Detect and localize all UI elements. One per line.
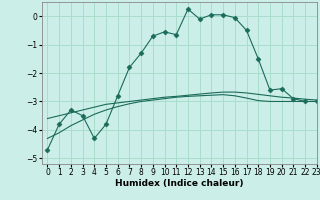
- X-axis label: Humidex (Indice chaleur): Humidex (Indice chaleur): [115, 179, 244, 188]
